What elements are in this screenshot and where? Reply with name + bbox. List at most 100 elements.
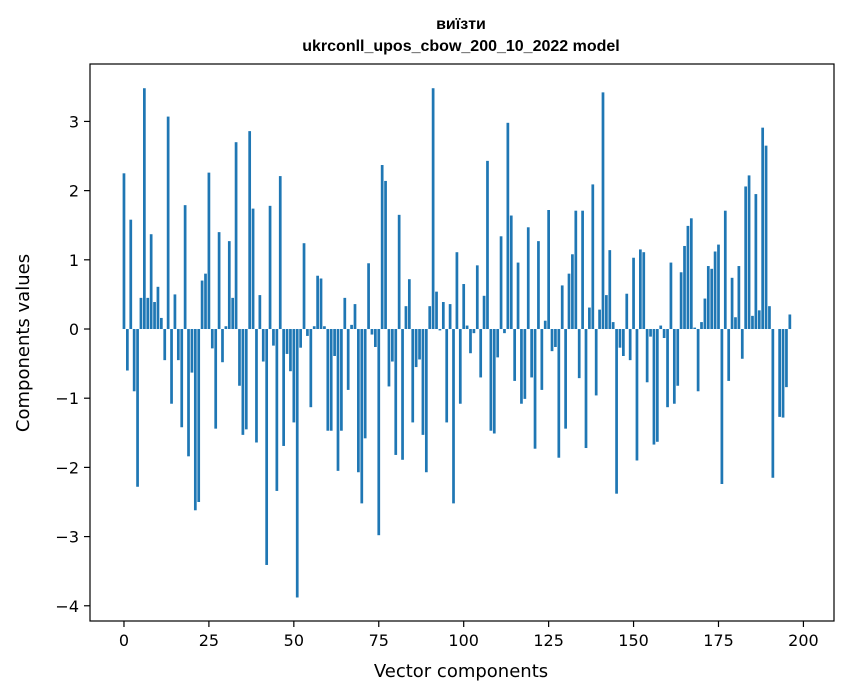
bar-component-87	[418, 329, 421, 360]
bar-component-59	[323, 326, 326, 330]
bar-component-171	[703, 298, 707, 329]
bar-component-173	[710, 268, 714, 330]
bar-component-1	[126, 329, 129, 371]
bar-component-91	[431, 88, 435, 330]
bar-component-96	[448, 304, 452, 330]
bar-component-122	[537, 241, 540, 329]
bar-component-17	[180, 329, 184, 428]
x-axis-label: Vector components	[374, 661, 548, 682]
y-tick-label: 2	[69, 182, 79, 201]
y-tick-label: −3	[55, 528, 79, 547]
y-tick-label: −2	[55, 458, 79, 477]
bar-component-90	[428, 306, 432, 329]
bar-component-25	[207, 172, 211, 330]
bar-component-78	[387, 329, 391, 387]
bar-component-108	[489, 329, 493, 431]
bar-component-65	[343, 297, 347, 330]
bar-component-158	[659, 325, 663, 330]
bar-component-28	[217, 232, 221, 330]
bar-component-136	[584, 329, 588, 449]
bar-component-20	[190, 329, 194, 373]
bar-component-142	[605, 295, 608, 329]
bar-component-43	[268, 205, 272, 329]
bar-component-75	[377, 329, 381, 536]
bar-component-45	[275, 329, 279, 491]
bar-component-101	[465, 325, 469, 330]
bar-component-131	[567, 273, 571, 329]
bar-component-74	[374, 329, 377, 347]
bar-component-41	[261, 329, 265, 362]
bar-component-14	[170, 329, 173, 404]
bar-component-163	[676, 329, 680, 386]
bar-component-152	[639, 249, 642, 330]
bar-component-34	[238, 329, 241, 386]
bar-component-98	[455, 252, 459, 329]
bar-component-79	[391, 329, 394, 362]
bar-component-64	[340, 329, 343, 431]
bar-component-145	[615, 329, 618, 494]
bar-component-50	[292, 329, 296, 423]
bar-component-16	[176, 329, 180, 361]
bar-component-60	[326, 329, 330, 431]
bar-component-104	[475, 265, 479, 330]
x-tick-label: 100	[448, 631, 479, 650]
bar-component-159	[662, 329, 666, 339]
bar-component-100	[462, 284, 466, 330]
bar-component-150	[632, 257, 635, 330]
bar-component-3	[132, 329, 136, 392]
bar-component-55	[309, 329, 313, 408]
bar-component-154	[645, 329, 649, 383]
bar-component-120	[530, 329, 533, 378]
bar-component-157	[655, 329, 659, 442]
bar-component-194	[781, 329, 785, 418]
x-tick-label: 125	[533, 631, 564, 650]
bar-component-141	[601, 92, 605, 330]
bar-component-195	[785, 329, 788, 388]
y-axis-label: Components values	[13, 254, 34, 432]
bar-series	[122, 88, 792, 598]
bar-component-11	[159, 317, 163, 330]
bar-component-57	[316, 275, 319, 330]
bar-component-196	[788, 314, 792, 330]
bar-component-49	[289, 329, 292, 372]
bar-component-36	[244, 329, 248, 430]
bar-component-151	[635, 329, 639, 461]
bar-component-70	[360, 329, 364, 504]
bar-component-118	[523, 329, 527, 399]
bar-component-123	[540, 329, 544, 390]
bar-component-166	[686, 225, 690, 330]
bar-component-29	[221, 329, 224, 363]
bar-component-134	[577, 329, 581, 379]
x-tick-label: 150	[618, 631, 649, 650]
bar-component-132	[571, 254, 574, 330]
x-axis: 0 25 50 75 100 125 150 175 200	[119, 621, 819, 650]
bar-component-165	[683, 245, 686, 330]
bar-component-172	[706, 266, 710, 330]
bar-component-119	[526, 227, 530, 329]
bar-component-190	[768, 306, 771, 329]
bar-component-170	[700, 322, 703, 330]
bar-component-176	[720, 329, 724, 484]
bar-component-97	[452, 329, 455, 504]
bar-component-188	[761, 127, 765, 330]
bar-component-160	[666, 329, 669, 408]
bar-component-33	[234, 142, 238, 330]
bar-component-178	[727, 329, 731, 381]
bar-component-102	[469, 329, 472, 354]
bar-component-8	[149, 234, 153, 329]
bar-component-126	[550, 329, 554, 352]
bar-component-42	[265, 329, 269, 565]
bar-component-7	[146, 297, 150, 330]
bar-component-83	[404, 306, 408, 329]
bar-component-183	[744, 186, 748, 330]
bar-component-31	[227, 241, 231, 329]
bar-component-124	[543, 320, 547, 329]
bar-component-9	[153, 302, 156, 330]
bar-component-185	[751, 315, 754, 330]
bar-component-52	[299, 329, 302, 348]
bar-component-103	[472, 329, 476, 334]
bar-component-179	[730, 277, 734, 329]
bar-component-111	[499, 236, 503, 330]
bar-component-161	[669, 262, 673, 329]
